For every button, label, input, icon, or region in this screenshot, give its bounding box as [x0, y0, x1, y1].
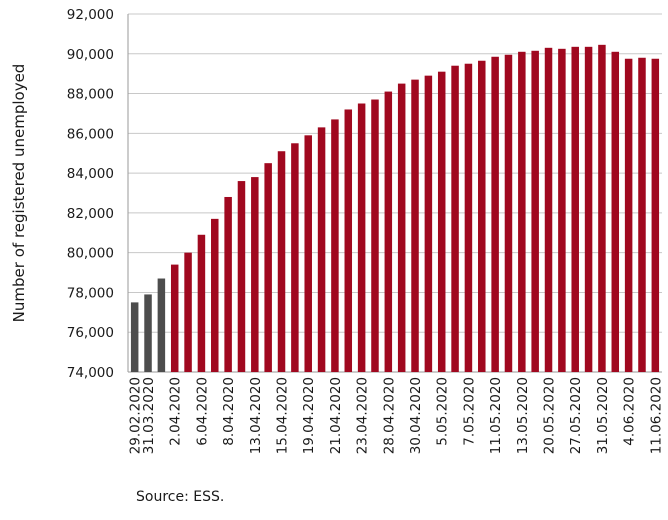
bar	[558, 48, 566, 373]
bar	[371, 99, 379, 373]
bar	[464, 63, 473, 372]
x-tick-label: 7.05.2020	[461, 377, 477, 446]
bar	[384, 91, 393, 372]
bar	[130, 302, 139, 372]
bar	[331, 119, 339, 372]
bar	[424, 75, 433, 372]
x-tick-label: 11.06.2020	[648, 377, 664, 454]
x-tick-label: 13.05.2020	[515, 377, 531, 454]
bar	[224, 196, 232, 372]
bar	[598, 44, 606, 372]
bar	[624, 58, 633, 372]
source-note: Source: ESS.	[136, 489, 225, 505]
bar	[437, 71, 446, 373]
bar	[571, 46, 579, 372]
x-tick-label: 4.06.2020	[622, 377, 638, 446]
x-tick-label: 11.05.2020	[488, 377, 504, 454]
y-tick-label: 74,000	[67, 365, 114, 381]
bar	[277, 151, 286, 372]
y-tick-label: 84,000	[67, 166, 114, 182]
y-axis-ticks: 74,000 76,000 78,000 80,000 82,000 84,000 86,0…	[67, 7, 114, 381]
bar	[504, 54, 513, 373]
bar	[197, 234, 206, 372]
bar	[544, 47, 553, 373]
bar	[264, 163, 272, 372]
bar	[184, 252, 192, 372]
bar	[531, 50, 539, 372]
y-tick-label: 80,000	[67, 246, 114, 262]
y-tick-label: 76,000	[67, 325, 114, 341]
x-tick-label: 6.04.2020	[194, 377, 210, 446]
y-tick-label: 90,000	[67, 47, 114, 63]
bars	[130, 44, 660, 373]
y-tick-label: 88,000	[67, 87, 114, 103]
x-tick-label: 8.04.2020	[221, 377, 237, 446]
x-tick-label: 13.04.2020	[248, 377, 264, 454]
bar	[344, 109, 353, 372]
bar	[211, 218, 219, 372]
bar	[170, 264, 179, 372]
bar	[357, 103, 366, 372]
bar	[611, 51, 620, 372]
y-tick-label: 86,000	[67, 126, 114, 142]
bar	[518, 51, 526, 372]
y-tick-label: 92,000	[67, 7, 114, 23]
x-tick-label: 27.05.2020	[568, 377, 584, 454]
x-tick-label: 28.04.2020	[381, 377, 397, 454]
bar	[251, 177, 259, 372]
bar	[157, 278, 166, 372]
bar	[411, 79, 419, 372]
bar	[397, 83, 406, 373]
x-tick-label: 19.04.2020	[301, 377, 317, 454]
bar	[651, 58, 660, 372]
x-tick-label: 23.04.2020	[355, 377, 371, 454]
x-tick-label: 29.02.2020	[128, 377, 144, 454]
x-tick-label: 5.05.2020	[435, 377, 451, 446]
bar	[491, 56, 499, 372]
x-tick-label: 21.04.2020	[328, 377, 344, 454]
x-tick-label: 31.05.2020	[595, 377, 611, 454]
x-tick-label: 30.04.2020	[408, 377, 424, 454]
bar	[451, 65, 459, 373]
x-tick-label: 31.03.2020	[141, 377, 157, 454]
bar	[584, 46, 593, 372]
y-tick-label: 78,000	[67, 285, 114, 301]
x-tick-label: 20.05.2020	[542, 377, 558, 454]
bar	[638, 57, 646, 372]
gridlines	[127, 13, 662, 373]
bar	[304, 135, 312, 372]
x-tick-label: 15.04.2020	[275, 377, 291, 454]
bar	[478, 60, 486, 373]
x-tick-label: 2.04.2020	[168, 377, 184, 446]
bar	[317, 127, 326, 373]
bar	[291, 143, 299, 372]
y-axis-label: Number of registered unemployed	[10, 64, 28, 323]
bar	[237, 181, 246, 372]
y-tick-label: 82,000	[67, 206, 114, 222]
bar	[144, 294, 152, 372]
